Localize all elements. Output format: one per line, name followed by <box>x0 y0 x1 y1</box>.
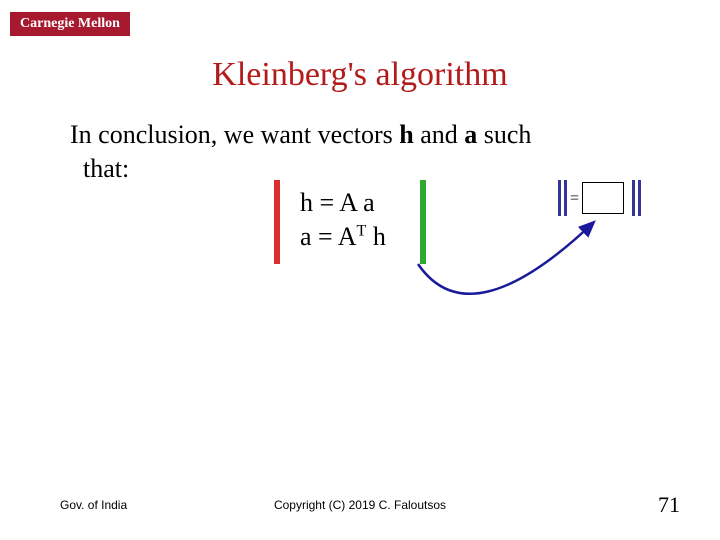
university-logo: Carnegie Mellon <box>10 12 130 36</box>
equations-block: h = A a a = AT h <box>300 186 386 254</box>
bar-blue-right-b <box>638 180 641 216</box>
body-h: h <box>399 120 413 149</box>
equation-2: a = AT h <box>300 220 386 254</box>
bar-green-1 <box>420 180 426 222</box>
body-line2: that: <box>83 154 129 183</box>
footer-center: Copyright (C) 2019 C. Faloutsos <box>0 498 720 512</box>
bar-blue-right-a <box>632 180 635 216</box>
equation-1: h = A a <box>300 186 386 220</box>
bar-blue-left-a <box>558 180 561 216</box>
eq2-pre: a = A <box>300 222 357 251</box>
body-text: In conclusion, we want vectors h and a s… <box>70 118 650 186</box>
equals-symbol: = <box>570 190 579 208</box>
body-post: such <box>477 120 531 149</box>
page-number: 71 <box>658 492 680 518</box>
bar-red-2 <box>274 222 280 264</box>
bar-green-2 <box>420 222 426 264</box>
body-mid: and <box>414 120 465 149</box>
matrix-box <box>582 182 624 214</box>
body-line1-pre: In conclusion, we want vectors <box>70 120 399 149</box>
body-a: a <box>464 120 477 149</box>
bar-blue-left-b <box>564 180 567 216</box>
bar-red-1 <box>274 180 280 222</box>
slide-title: Kleinberg's algorithm <box>0 56 720 94</box>
eq2-post: h <box>366 222 386 251</box>
eq2-sup: T <box>357 222 367 239</box>
